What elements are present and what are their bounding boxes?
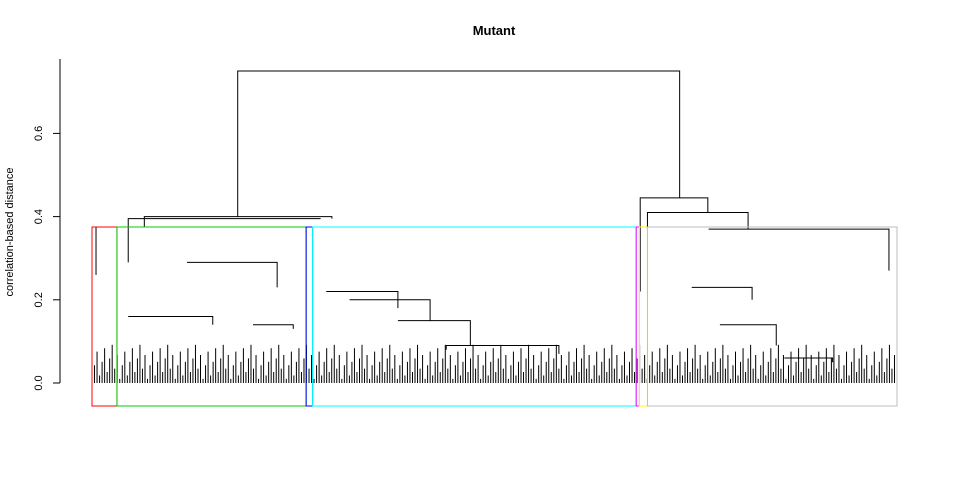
y-tick-label: 0.2 (33, 292, 45, 307)
cluster-rectangle (646, 226, 898, 407)
dendrogram-link (127, 218, 321, 263)
y-ticks: 0.0 0.2 0.4 0.6 (33, 126, 60, 391)
dendrogram-link (397, 320, 471, 346)
dendrogram-link (128, 315, 214, 325)
y-tick-label: 0.4 (33, 209, 45, 224)
cluster-rectangles (91, 226, 898, 407)
chart-title: Mutant (473, 23, 516, 38)
dendrogram-link (719, 324, 777, 346)
dendrogram-link (445, 345, 560, 354)
dendrogram-link (326, 290, 399, 309)
dendrogram-link (784, 357, 834, 363)
dendrogram-link (143, 216, 333, 227)
dendrogram-link (186, 261, 278, 288)
dendrogram-tree (91, 70, 898, 383)
dendrogram-link (708, 228, 890, 271)
dendrogram-link (639, 197, 709, 292)
dendrogram-link (237, 70, 681, 217)
dendrogram-link (691, 286, 753, 300)
dendrogram-link (253, 324, 294, 329)
y-tick-label: 0.0 (33, 375, 45, 390)
dendrogram-link (95, 226, 185, 275)
cluster-rectangle (312, 226, 637, 407)
y-axis-label: correlation-based distance (4, 167, 16, 296)
y-tick-label: 0.6 (33, 126, 45, 141)
dendrogram-link (349, 299, 431, 321)
dendrogram-link (646, 211, 749, 230)
